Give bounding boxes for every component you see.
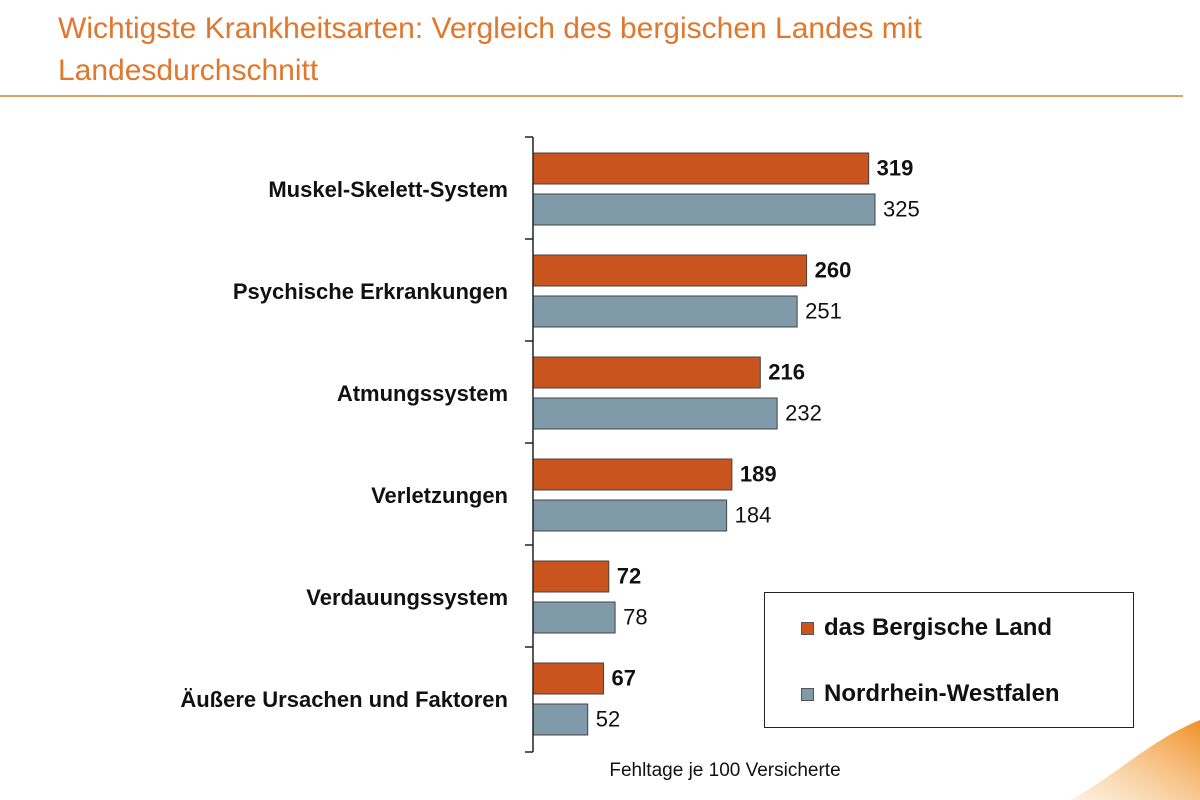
bar-nrw — [532, 193, 876, 226]
category-label: Muskel-Skelett-System — [268, 177, 508, 202]
bar-nrw — [532, 295, 798, 328]
bar-bergisch — [532, 662, 605, 695]
legend-item-bergisch: das Bergische Land — [801, 614, 1053, 641]
data-label-nrw: 325 — [883, 196, 920, 221]
data-label-nrw: 184 — [735, 502, 772, 527]
data-label-nrw: 78 — [623, 604, 647, 629]
bar-nrw — [532, 397, 778, 430]
legend-label-bergisch: das Bergische Land — [824, 614, 1053, 641]
bar-bergisch — [532, 254, 808, 287]
bar-nrw — [532, 601, 616, 634]
chart-legend: das Bergische Land Nordrhein-Westfalen — [764, 592, 1134, 728]
legend-swatch-nrw — [801, 687, 814, 701]
legend-swatch-bergisch — [801, 621, 814, 635]
title-divider — [0, 95, 1183, 97]
category-label: Verdauungssystem — [306, 585, 508, 610]
legend-item-nrw: Nordrhein-Westfalen — [801, 680, 1060, 707]
data-label-nrw: 251 — [805, 298, 842, 323]
category-label: Atmungssystem — [337, 381, 508, 406]
bar-nrw — [532, 499, 728, 532]
data-label-bergisch: 319 — [877, 155, 914, 180]
data-label-bergisch: 67 — [612, 665, 636, 690]
bar-bergisch — [532, 560, 610, 593]
data-label-nrw: 232 — [785, 400, 822, 425]
data-label-bergisch: 260 — [815, 257, 852, 282]
category-label: Verletzungen — [371, 483, 508, 508]
data-label-bergisch: 72 — [617, 563, 641, 588]
data-label-bergisch: 216 — [768, 359, 805, 384]
category-label: Äußere Ursachen und Faktoren — [180, 687, 508, 712]
category-label: Psychische Erkrankungen — [233, 279, 508, 304]
bar-nrw — [532, 703, 589, 736]
data-label-bergisch: 189 — [740, 461, 777, 486]
decorative-swoosh — [1070, 720, 1200, 800]
slide-title: Wichtigste Krankheitsarten: Vergleich de… — [58, 12, 922, 87]
data-label-nrw: 52 — [596, 706, 620, 731]
x-axis-label: Fehltage je 100 Versicherte — [609, 760, 841, 781]
bar-bergisch — [532, 356, 761, 389]
bar-bergisch — [532, 152, 870, 185]
legend-label-nrw: Nordrhein-Westfalen — [824, 680, 1060, 707]
bar-bergisch — [532, 458, 733, 491]
